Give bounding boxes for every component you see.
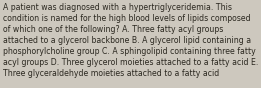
Text: A patient was diagnosed with a hypertriglyceridemia. This
condition is named for: A patient was diagnosed with a hypertrig… <box>3 3 258 78</box>
